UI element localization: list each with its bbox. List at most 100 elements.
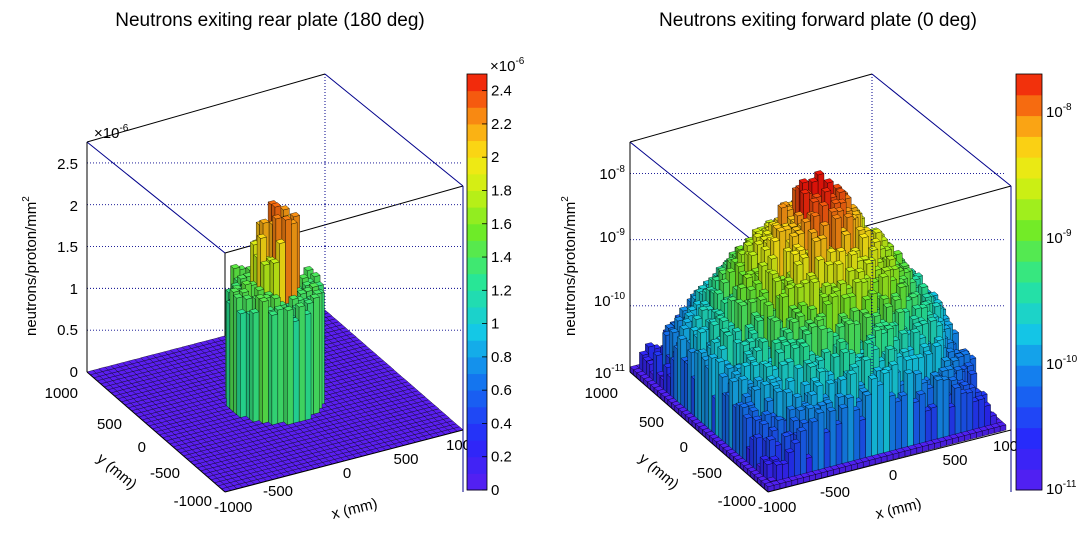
colorbar-tick-label: 2 <box>491 149 499 166</box>
colorbar-band <box>467 423 487 441</box>
z-tick-label: 0 <box>70 364 78 381</box>
colorbar-tick-label: 1.6 <box>491 216 512 233</box>
colorbar-band <box>1016 178 1042 200</box>
colorbar-band <box>467 140 487 158</box>
y-tick-label: 1000 <box>585 385 618 402</box>
y-axis-label: y (mm) <box>93 450 140 493</box>
lego-bar <box>268 310 279 426</box>
z-axis-label: neutrons/proton/mm2 <box>21 196 40 336</box>
colorbar: 10-8 10-9 10-10 10-11 <box>1015 73 1078 498</box>
y-tick-label: -500 <box>150 465 180 482</box>
colorbar: ×10-6 0 0.2 0.4 0.6 0.8 1 1.2 1.4 1.6 1.8 2 2.2 2.4 <box>466 56 525 499</box>
colorbar-band <box>467 107 487 125</box>
x-axis-label: x (mm) <box>874 495 923 523</box>
colorbar-tick-label: 1.4 <box>491 249 512 266</box>
y-tick-label: 500 <box>639 414 664 431</box>
chart-title: Neutrons exiting forward plate (0 deg) <box>659 10 977 31</box>
colorbar-band <box>467 74 487 92</box>
colorbar-band <box>1016 136 1042 158</box>
z-tick-label: 1 <box>70 281 78 298</box>
z-tick-label: 1.5 <box>57 239 78 256</box>
lego-bar <box>249 308 260 423</box>
x-tick-label: -1000 <box>758 499 796 516</box>
colorbar-band <box>467 90 487 108</box>
z-tick-label: 10-11 <box>595 363 626 382</box>
panel-forward-plate: Neutrons exiting forward plate (0 deg) 1… <box>560 10 1078 523</box>
y-tick-label: -1000 <box>174 493 212 510</box>
y-tick-label: 500 <box>97 416 122 433</box>
colorbar-band <box>467 440 487 458</box>
colorbar-tick-label: 10-9 <box>1046 228 1072 247</box>
z-tick-label: 0.5 <box>57 322 78 339</box>
z-tick-label: 2 <box>70 198 78 215</box>
colorbar-tick-label: 1.2 <box>491 282 512 299</box>
lego-bar <box>258 297 269 425</box>
colorbar-tick-label: 0.8 <box>491 349 512 366</box>
colorbar-band <box>1016 94 1042 117</box>
colorbar-multiplier: ×10-6 <box>490 56 525 75</box>
colorbar-bands <box>467 74 487 491</box>
panel-rear-plate: Neutrons exiting rear plate (180 deg) ×1… <box>21 10 525 523</box>
colorbar-band <box>1016 469 1042 491</box>
x-tick-label: 0 <box>343 465 351 482</box>
colorbar-band <box>467 323 487 341</box>
y-tick-label: 1000 <box>45 385 78 402</box>
colorbar-band <box>467 157 487 175</box>
z-axis: 10-11 10-10 10-9 10-8 neutrons/proton/mm… <box>560 164 625 382</box>
y-axis-label: y (mm) <box>635 450 682 493</box>
y-tick-label: 0 <box>680 439 688 456</box>
colorbar-band <box>1016 115 1042 137</box>
colorbar-tick-label: 10-8 <box>1046 102 1072 121</box>
z-tick-label: 2.5 <box>57 156 78 173</box>
colorbar-band <box>467 473 487 491</box>
colorbar-band <box>467 240 487 258</box>
colorbar-band <box>1016 198 1042 221</box>
colorbar-tick-label: 10-11 <box>1046 479 1077 498</box>
colorbar-band <box>467 406 487 424</box>
colorbar-band <box>1016 282 1042 304</box>
colorbar-band <box>1016 365 1042 387</box>
colorbar-band <box>467 223 487 241</box>
colorbar-tick-label: 10-10 <box>1046 354 1078 373</box>
lego-bar <box>236 309 247 419</box>
x-tick-label: -500 <box>263 483 293 500</box>
colorbar-band <box>467 306 487 325</box>
x-tick-label: 100 <box>993 438 1018 455</box>
colorbar-tick-label: 1.8 <box>491 182 512 199</box>
colorbar-band <box>1016 302 1042 325</box>
colorbar-band <box>1016 427 1042 449</box>
colorbar-band <box>467 123 487 142</box>
colorbar-band <box>1016 219 1042 241</box>
colorbar-tick-label: 2.2 <box>491 116 512 133</box>
z-multiplier: ×10-6 <box>94 123 129 142</box>
colorbar-band <box>467 190 487 208</box>
x-tick-label: 500 <box>393 451 418 468</box>
colorbar-band <box>467 340 487 358</box>
y-tick-label: -500 <box>692 465 722 482</box>
colorbar-band <box>467 390 487 408</box>
chart-title: Neutrons exiting rear plate (180 deg) <box>115 10 424 31</box>
colorbar-band <box>1016 261 1042 283</box>
colorbar-band <box>467 257 487 275</box>
x-tick-label: 500 <box>942 452 967 469</box>
colorbar-tick-label: 1 <box>491 316 499 333</box>
x-tick-label: 0 <box>889 467 897 484</box>
y-tick-label: -1000 <box>718 493 756 510</box>
z-axis-label: neutrons/proton/mm2 <box>560 196 579 336</box>
colorbar-tick-label: 0 <box>491 482 499 499</box>
y-tick-label: 0 <box>138 439 146 456</box>
z-tick-label: 10-10 <box>594 291 626 310</box>
colorbar-band <box>467 173 487 191</box>
colorbar-band <box>1016 74 1042 96</box>
colorbar-tick-label: 0.4 <box>491 415 512 432</box>
lego-bar <box>283 306 294 426</box>
colorbar-band <box>467 456 487 474</box>
colorbar-band <box>1016 344 1042 366</box>
colorbar-band <box>1016 323 1042 345</box>
colorbar-band <box>467 356 487 375</box>
colorbar-band <box>1016 386 1042 408</box>
colorbar-band <box>1016 157 1042 179</box>
colorbar-band <box>1016 448 1042 470</box>
